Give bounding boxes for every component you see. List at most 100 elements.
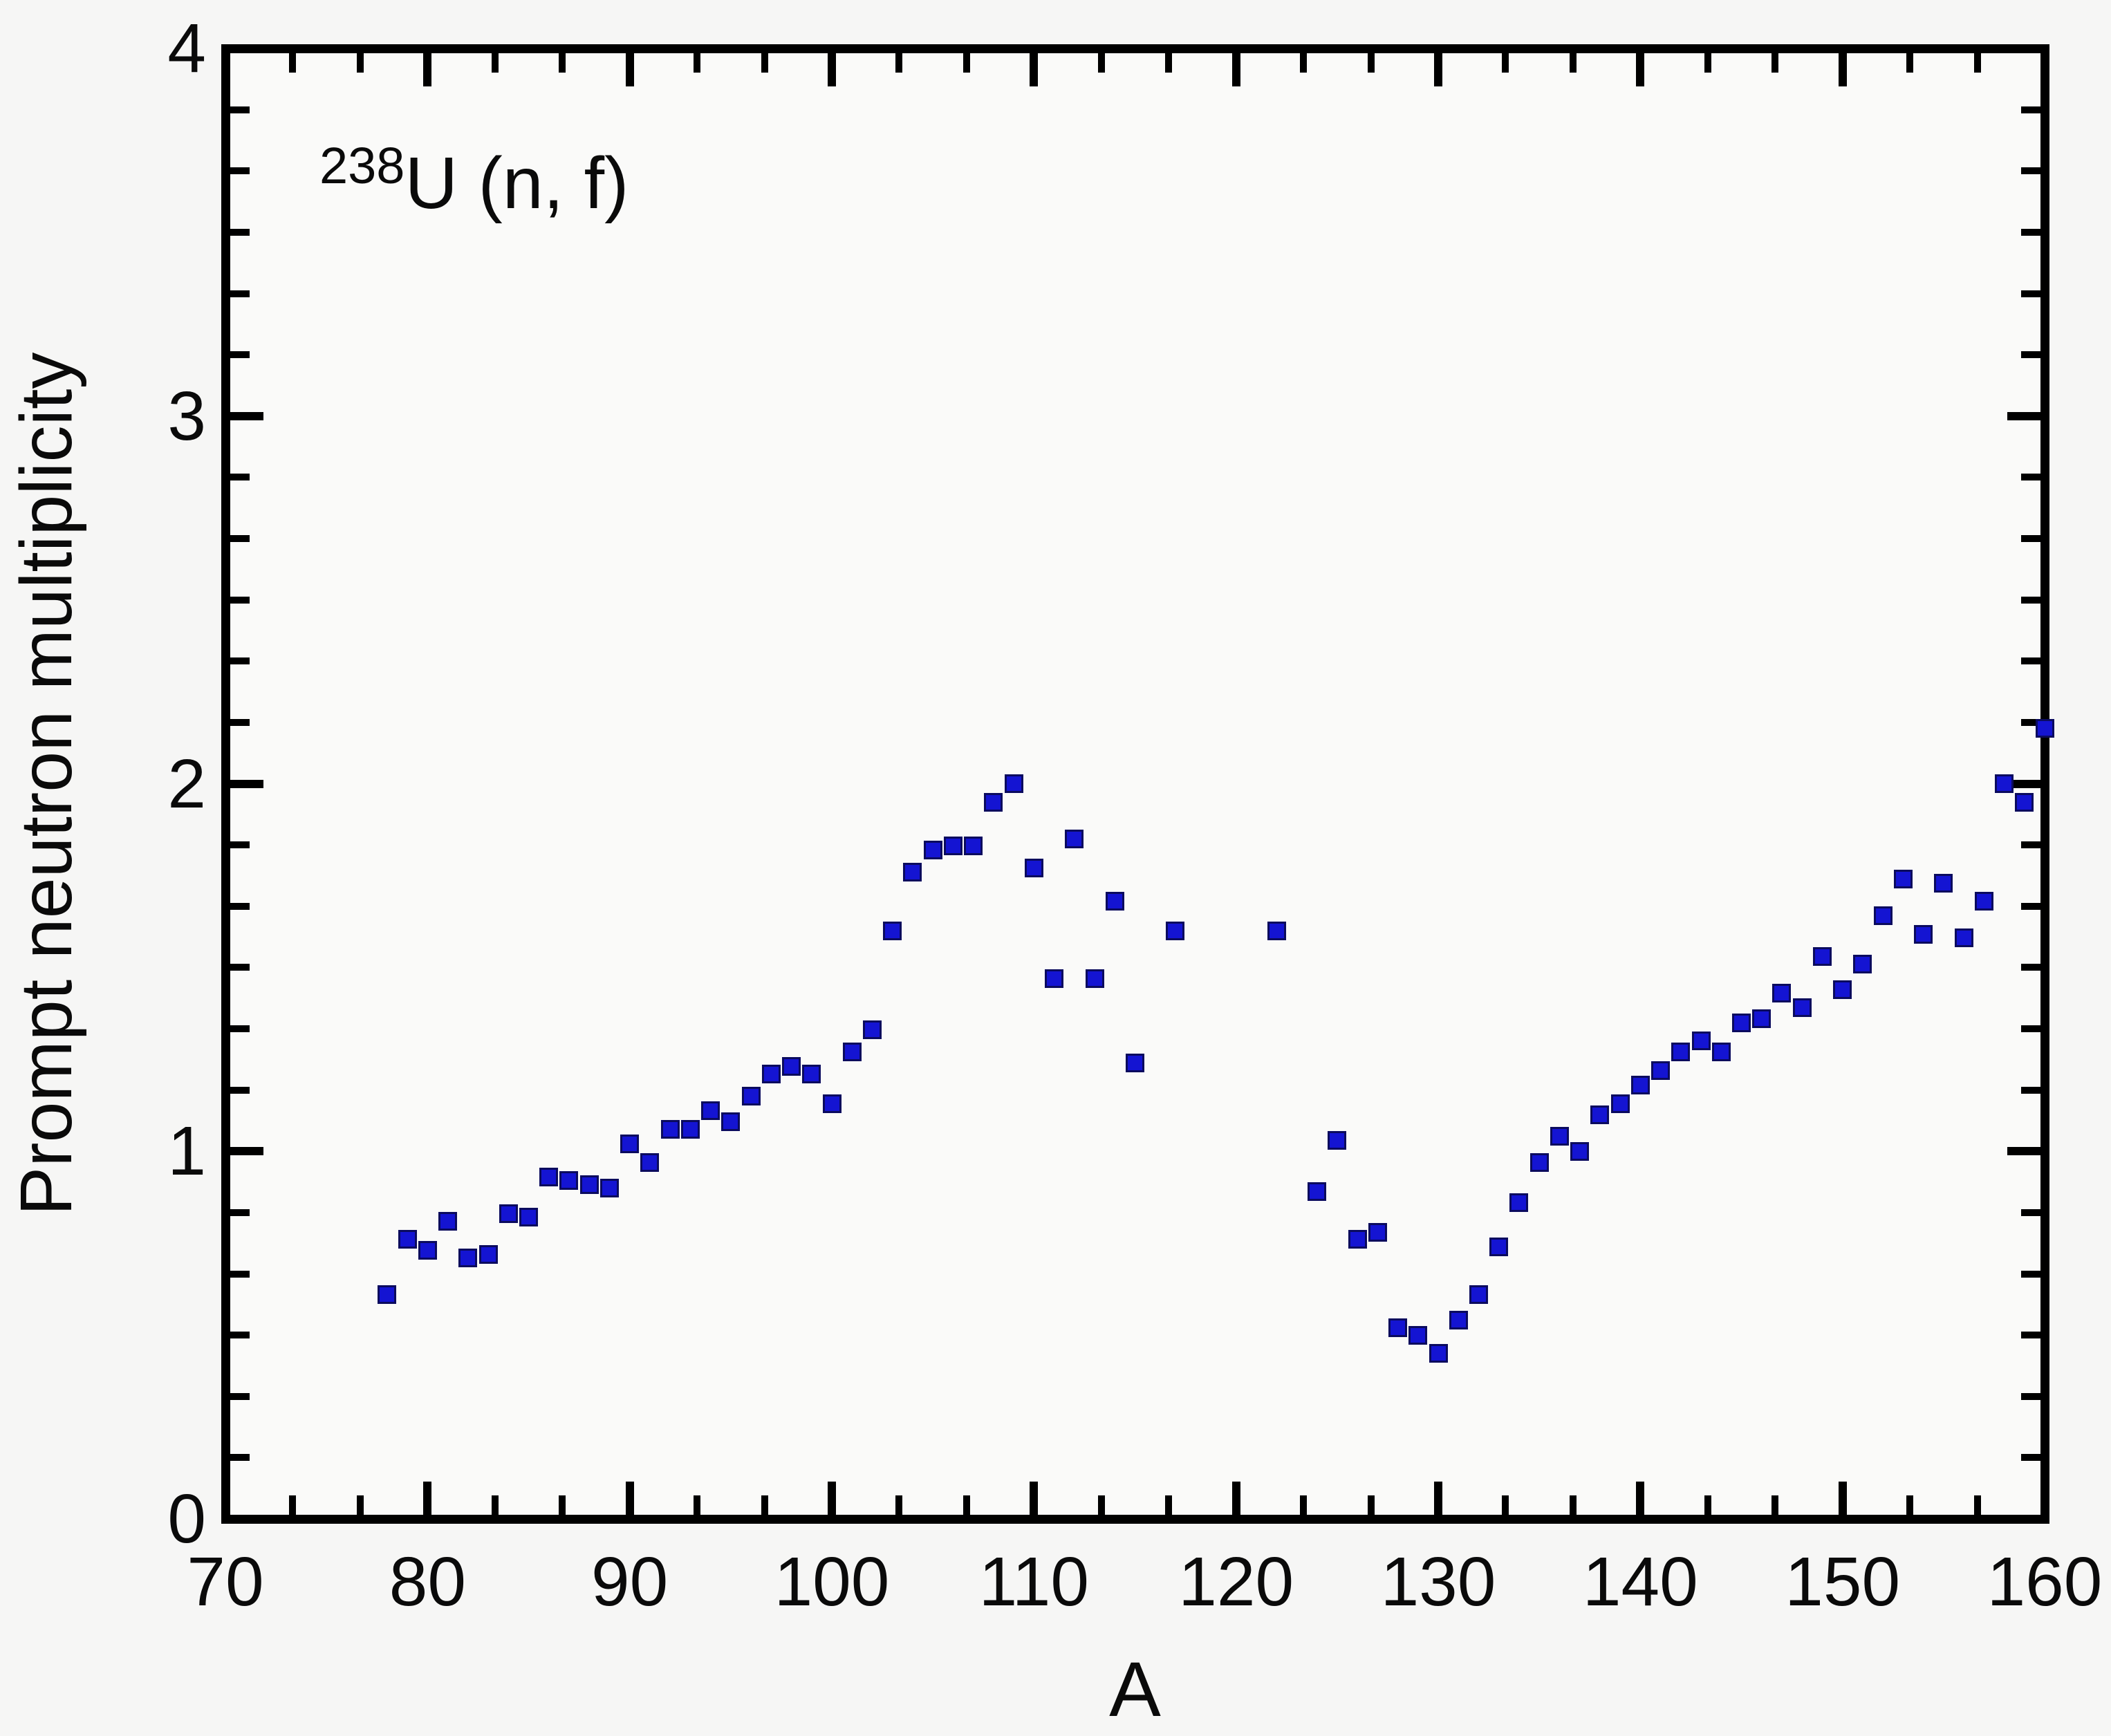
y-minor-tick — [230, 1086, 250, 1094]
y-minor-tick — [230, 290, 250, 297]
y-minor-tick — [230, 841, 250, 849]
data-point — [761, 1065, 781, 1084]
x-tick-label: 160 — [1987, 1543, 2103, 1621]
data-point — [1469, 1285, 1488, 1305]
x-minor-tick — [1502, 53, 1509, 73]
x-minor-tick — [1502, 1495, 1509, 1515]
data-point — [701, 1101, 720, 1121]
x-axis-line-top — [221, 44, 2049, 53]
y-tick-label: 0 — [167, 1480, 206, 1558]
y-minor-tick — [2020, 1086, 2040, 1094]
data-point — [2035, 719, 2054, 738]
x-minor-tick — [491, 53, 499, 73]
x-major-tick — [1434, 1481, 1442, 1515]
data-point — [822, 1094, 841, 1113]
data-point — [499, 1204, 518, 1224]
y-major-tick — [230, 1147, 263, 1156]
y-minor-tick — [2020, 1454, 2040, 1462]
x-minor-tick — [694, 53, 701, 73]
plot-area — [230, 53, 2040, 1515]
data-point — [418, 1241, 437, 1260]
y-minor-tick — [230, 1392, 250, 1400]
y-minor-tick — [2020, 1332, 2040, 1339]
data-point — [680, 1119, 700, 1139]
y-minor-tick — [2020, 535, 2040, 542]
y-minor-tick — [230, 474, 250, 481]
y-major-tick — [230, 411, 263, 420]
data-point — [1934, 873, 1953, 893]
x-minor-tick — [356, 53, 364, 73]
data-point — [862, 1020, 882, 1040]
y-major-tick — [230, 779, 263, 788]
data-point — [1085, 969, 1104, 988]
x-major-tick — [1231, 1481, 1240, 1515]
x-tick-label: 140 — [1582, 1543, 1698, 1621]
y-minor-tick — [230, 106, 250, 113]
data-point — [539, 1167, 559, 1186]
data-point — [984, 792, 1003, 812]
x-minor-tick — [559, 1495, 566, 1515]
x-minor-tick — [1300, 53, 1308, 73]
data-point — [1630, 1076, 1650, 1095]
y-minor-tick — [230, 535, 250, 542]
y-minor-tick — [230, 1454, 250, 1462]
data-point — [1489, 1238, 1509, 1256]
y-minor-tick — [230, 1025, 250, 1032]
x-minor-tick — [356, 1495, 364, 1515]
data-point — [559, 1171, 579, 1191]
data-point — [1570, 1141, 1590, 1161]
x-tick-label: 80 — [389, 1543, 466, 1621]
data-point — [438, 1211, 458, 1231]
x-major-tick — [2040, 1481, 2049, 1515]
x-major-tick — [221, 53, 230, 86]
data-point — [1105, 892, 1124, 911]
x-minor-tick — [1973, 53, 1981, 73]
x-minor-tick — [289, 53, 297, 73]
data-point — [398, 1230, 417, 1249]
y-minor-tick — [2020, 657, 2040, 665]
y-minor-tick — [230, 902, 250, 910]
x-minor-tick — [1165, 1495, 1173, 1515]
data-point — [1974, 892, 1993, 911]
x-minor-tick — [559, 53, 566, 73]
y-major-tick — [2007, 779, 2040, 788]
data-point — [1651, 1061, 1671, 1080]
data-point — [842, 1043, 862, 1062]
data-point — [1328, 1130, 1347, 1150]
y-major-tick — [2007, 1515, 2040, 1523]
data-point — [1368, 1222, 1387, 1242]
data-point — [478, 1244, 498, 1264]
x-tick-label: 110 — [978, 1543, 1090, 1621]
data-point — [1308, 1182, 1327, 1202]
data-point — [1509, 1193, 1529, 1213]
data-point — [1267, 921, 1286, 940]
data-point — [1126, 1054, 1144, 1073]
y-major-tick — [230, 44, 263, 53]
data-point — [1065, 829, 1084, 848]
x-tick-label: 70 — [187, 1543, 264, 1621]
data-point — [1893, 870, 1913, 889]
chart-title: 238U (n, f) — [319, 140, 629, 221]
y-tick-label: 3 — [167, 377, 206, 455]
x-tick-label: 130 — [1380, 1543, 1496, 1621]
data-point — [1772, 984, 1792, 1003]
x-major-tick — [1636, 1481, 1645, 1515]
data-point — [1004, 774, 1023, 793]
x-major-tick — [1434, 53, 1442, 86]
y-minor-tick — [2020, 841, 2040, 849]
y-minor-tick — [2020, 1025, 2040, 1032]
data-point — [943, 837, 962, 856]
data-point — [1995, 774, 2014, 793]
data-point — [1792, 998, 1812, 1018]
x-minor-tick — [1906, 53, 1914, 73]
data-point — [1024, 859, 1043, 878]
data-point — [458, 1248, 478, 1267]
x-minor-tick — [1973, 1495, 1981, 1515]
x-minor-tick — [491, 1495, 499, 1515]
y-minor-tick — [2020, 474, 2040, 481]
y-minor-tick — [230, 964, 250, 971]
data-point — [782, 1057, 801, 1076]
y-axis-title: Prompt neutron multiplicity — [6, 352, 87, 1216]
y-minor-tick — [230, 1332, 250, 1339]
y-minor-tick — [230, 596, 250, 604]
